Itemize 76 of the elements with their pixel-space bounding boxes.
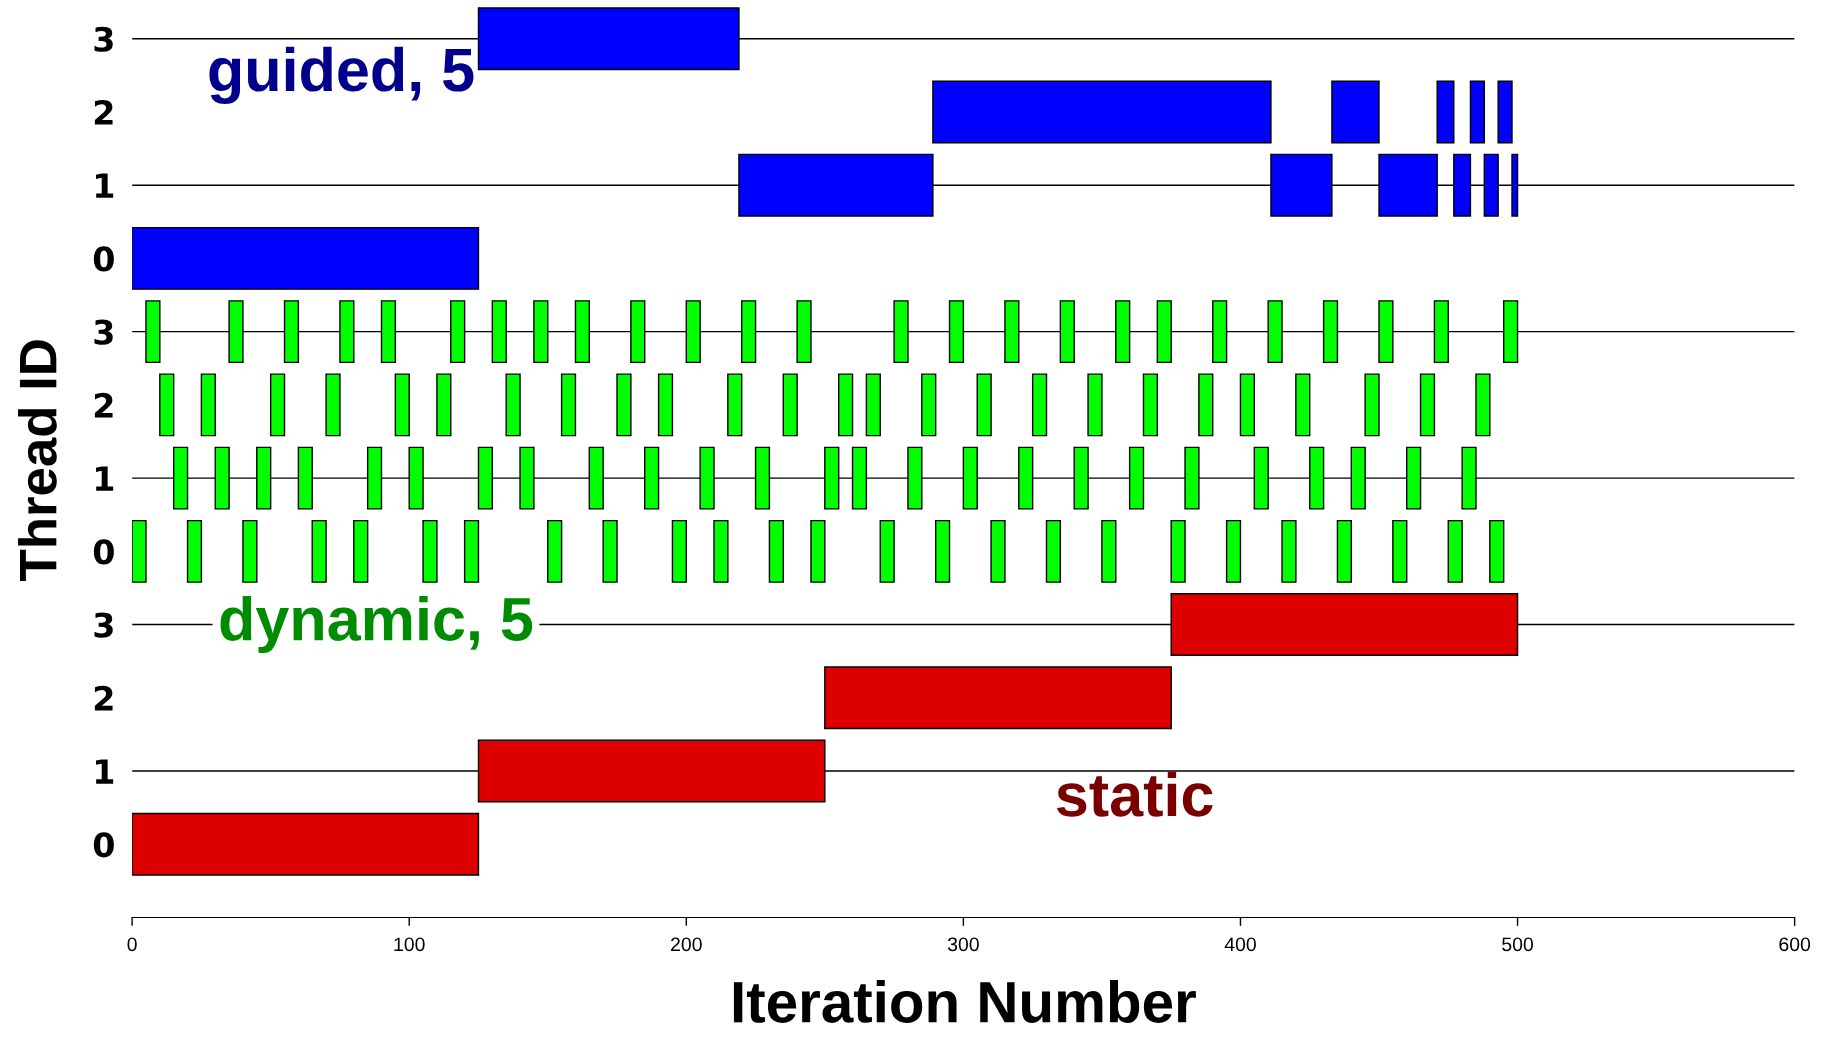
bar [1419, 373, 1436, 437]
bar [463, 519, 480, 583]
bar [560, 373, 577, 437]
bar [976, 373, 992, 437]
bar [1336, 519, 1352, 583]
bar [436, 373, 452, 437]
y-tick-label: 0 [93, 539, 114, 565]
bar [1045, 519, 1062, 583]
bar [132, 226, 480, 290]
bar [1170, 519, 1186, 583]
x-tick-label: 500 [1502, 937, 1534, 952]
bar [824, 666, 1172, 730]
bar [1225, 519, 1242, 583]
bar [1198, 373, 1214, 437]
bar [727, 373, 743, 437]
bar [186, 519, 203, 583]
bar [269, 373, 286, 437]
bar [1475, 373, 1491, 437]
bar [865, 373, 881, 437]
y-tick-label: 0 [93, 246, 114, 272]
bar [671, 519, 687, 583]
bar [782, 373, 798, 437]
x-tick-label: 100 [394, 937, 425, 952]
y-tick-label: 2 [94, 685, 113, 711]
y-tick-label: 3 [94, 319, 113, 345]
bar [602, 519, 618, 583]
bar [1142, 373, 1159, 437]
bar [242, 519, 258, 583]
x-tick-label: 0 [127, 937, 137, 952]
bar [1364, 373, 1380, 437]
annotation: dynamic, 5 [220, 596, 533, 654]
y-axis-title: Thread ID [18, 340, 57, 581]
x-tick-label: 200 [671, 937, 702, 952]
y-tick-label: 1 [96, 173, 114, 198]
bar [934, 519, 951, 583]
bar [353, 519, 369, 583]
y-tick-label: 2 [94, 99, 113, 125]
bar [1087, 373, 1103, 437]
bar [1031, 373, 1048, 437]
bar [505, 373, 521, 437]
bar [1392, 519, 1408, 583]
x-tick-label: 600 [1779, 937, 1811, 952]
bar [394, 373, 410, 437]
y-tick-label: 1 [96, 466, 114, 491]
bar [1281, 519, 1297, 583]
x-axis-title: Iteration Number [733, 980, 1196, 1023]
bar [810, 519, 826, 583]
bar [547, 519, 563, 583]
bar [1101, 519, 1117, 583]
bar [1239, 373, 1256, 437]
y-tick-label: 0 [93, 832, 114, 858]
bar [1447, 519, 1463, 583]
x-tick-label: 400 [1224, 937, 1256, 952]
bar [132, 812, 480, 876]
y-tick-label: 3 [94, 612, 113, 638]
bar [768, 519, 784, 583]
bar [1295, 373, 1311, 437]
annotation: static [1056, 771, 1213, 817]
bar [921, 373, 937, 437]
bar [1489, 519, 1505, 583]
bar [932, 80, 1272, 144]
bar [837, 373, 854, 437]
bar [311, 519, 327, 583]
bar [325, 373, 341, 437]
bar [657, 373, 674, 437]
y-tick-label: 3 [94, 26, 113, 52]
y-tick-label: 2 [94, 392, 113, 418]
bar [713, 519, 729, 583]
bar [990, 519, 1006, 583]
bar [616, 373, 632, 437]
bar [422, 519, 438, 583]
y-tick-label: 1 [96, 759, 114, 784]
annotation: guided, 5 [209, 46, 474, 104]
bar [200, 373, 216, 437]
bar [879, 519, 895, 583]
x-tick-label: 300 [947, 937, 979, 952]
